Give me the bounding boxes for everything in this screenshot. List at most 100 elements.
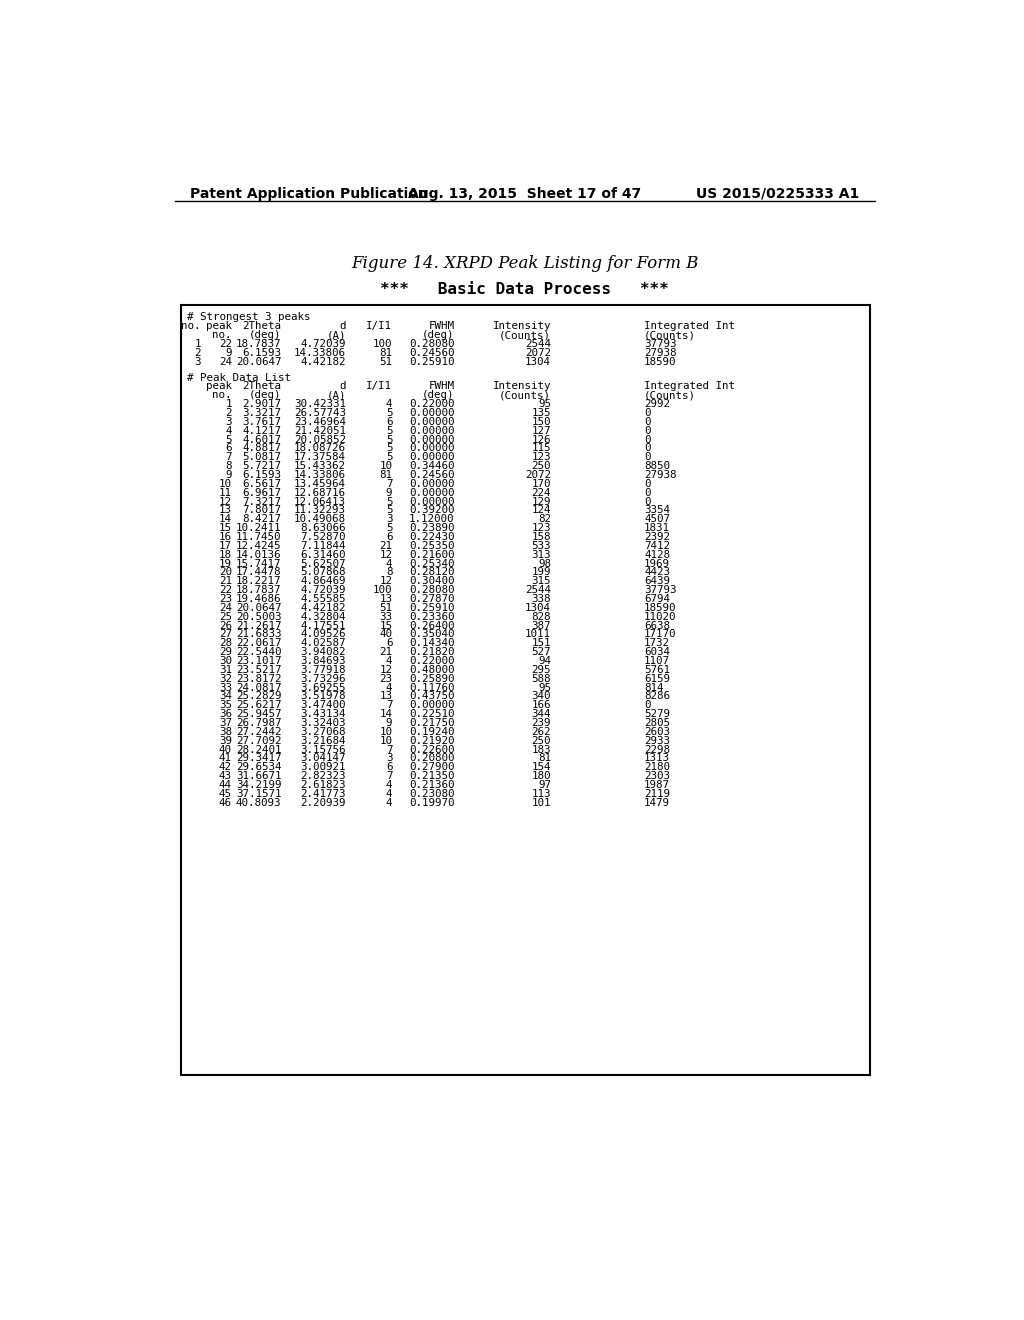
Text: 29.6534: 29.6534 xyxy=(236,762,282,772)
Text: 51: 51 xyxy=(379,603,392,612)
Text: 0.00000: 0.00000 xyxy=(409,496,455,507)
Text: 4.42182: 4.42182 xyxy=(300,356,346,367)
Text: 338: 338 xyxy=(531,594,551,605)
Text: 28.2401: 28.2401 xyxy=(236,744,282,755)
Text: 170: 170 xyxy=(531,479,551,488)
Text: 20.05852: 20.05852 xyxy=(294,434,346,445)
Text: (deg): (deg) xyxy=(249,330,282,341)
Text: 262: 262 xyxy=(531,727,551,737)
Text: 0: 0 xyxy=(644,496,650,507)
Text: 37.1571: 37.1571 xyxy=(236,789,282,799)
Text: 23.5217: 23.5217 xyxy=(236,665,282,675)
Text: 150: 150 xyxy=(531,417,551,426)
Text: 10: 10 xyxy=(219,479,231,488)
Text: 5: 5 xyxy=(386,496,392,507)
Text: 4128: 4128 xyxy=(644,549,670,560)
Text: 13.45964: 13.45964 xyxy=(294,479,346,488)
Text: 3.7617: 3.7617 xyxy=(243,417,282,426)
Text: 9: 9 xyxy=(225,348,231,358)
Text: 4: 4 xyxy=(386,558,392,569)
Text: 135: 135 xyxy=(531,408,551,418)
Text: 5: 5 xyxy=(386,434,392,445)
Text: 4.72039: 4.72039 xyxy=(300,585,346,595)
Text: 3.27068: 3.27068 xyxy=(300,727,346,737)
Text: 7.8017: 7.8017 xyxy=(243,506,282,515)
Text: 2119: 2119 xyxy=(644,789,670,799)
Text: 0.11760: 0.11760 xyxy=(409,682,455,693)
Text: 27.2442: 27.2442 xyxy=(236,727,282,737)
Text: 0.19240: 0.19240 xyxy=(409,727,455,737)
Text: 30.42331: 30.42331 xyxy=(294,399,346,409)
Text: 0: 0 xyxy=(644,426,650,436)
Text: 15.7417: 15.7417 xyxy=(236,558,282,569)
Text: 0.35040: 0.35040 xyxy=(409,630,455,639)
Text: 27.7092: 27.7092 xyxy=(236,735,282,746)
Text: 3.3217: 3.3217 xyxy=(243,408,282,418)
Text: 588: 588 xyxy=(531,673,551,684)
Text: Integrated Int: Integrated Int xyxy=(644,381,735,392)
Text: 11.7450: 11.7450 xyxy=(236,532,282,543)
Text: 8: 8 xyxy=(225,461,231,471)
Text: 20: 20 xyxy=(219,568,231,577)
Text: 0.21820: 0.21820 xyxy=(409,647,455,657)
Text: 17.37584: 17.37584 xyxy=(294,453,346,462)
Text: 814: 814 xyxy=(644,682,664,693)
Text: 81: 81 xyxy=(539,754,551,763)
Text: 1107: 1107 xyxy=(644,656,670,667)
Text: 43: 43 xyxy=(219,771,231,781)
Text: 2805: 2805 xyxy=(644,718,670,727)
Text: 4.02587: 4.02587 xyxy=(300,639,346,648)
Text: 828: 828 xyxy=(531,611,551,622)
Text: 28: 28 xyxy=(219,639,231,648)
Text: 1987: 1987 xyxy=(644,780,670,789)
Text: 239: 239 xyxy=(531,718,551,727)
Text: peak: peak xyxy=(206,321,231,331)
Text: 0.23360: 0.23360 xyxy=(409,611,455,622)
Text: 15.43362: 15.43362 xyxy=(294,461,346,471)
Text: 340: 340 xyxy=(531,692,551,701)
Text: 37793: 37793 xyxy=(644,585,677,595)
Text: (deg): (deg) xyxy=(422,330,455,341)
Text: 10: 10 xyxy=(379,735,392,746)
Text: 2933: 2933 xyxy=(644,735,670,746)
Text: 0.25890: 0.25890 xyxy=(409,673,455,684)
Text: 123: 123 xyxy=(531,453,551,462)
Text: 24: 24 xyxy=(219,356,231,367)
Text: 34.2199: 34.2199 xyxy=(236,780,282,789)
Text: 2Theta: 2Theta xyxy=(243,321,282,331)
Text: 18590: 18590 xyxy=(644,603,677,612)
Text: 3354: 3354 xyxy=(644,506,670,515)
Text: 0.26400: 0.26400 xyxy=(409,620,455,631)
Text: 0.23890: 0.23890 xyxy=(409,523,455,533)
Text: 127: 127 xyxy=(531,426,551,436)
Text: 0.00000: 0.00000 xyxy=(409,487,455,498)
Text: 3.00921: 3.00921 xyxy=(300,762,346,772)
Text: 12: 12 xyxy=(379,577,392,586)
Text: 6.1593: 6.1593 xyxy=(243,470,282,480)
Text: 2.41773: 2.41773 xyxy=(300,789,346,799)
Text: FWHM: FWHM xyxy=(428,381,455,392)
Text: 14.33806: 14.33806 xyxy=(294,348,346,358)
Text: 81: 81 xyxy=(379,348,392,358)
Text: 17: 17 xyxy=(219,541,231,550)
Text: 100: 100 xyxy=(373,585,392,595)
Text: 129: 129 xyxy=(531,496,551,507)
Text: 166: 166 xyxy=(531,700,551,710)
Text: 0.21920: 0.21920 xyxy=(409,735,455,746)
Text: 2180: 2180 xyxy=(644,762,670,772)
Text: 25.2829: 25.2829 xyxy=(236,692,282,701)
Text: 0: 0 xyxy=(644,408,650,418)
Text: 0.22000: 0.22000 xyxy=(409,399,455,409)
Text: 3.15756: 3.15756 xyxy=(300,744,346,755)
Text: 31.6671: 31.6671 xyxy=(236,771,282,781)
Text: 42: 42 xyxy=(219,762,231,772)
Text: 9: 9 xyxy=(386,487,392,498)
Text: Aug. 13, 2015  Sheet 17 of 47: Aug. 13, 2015 Sheet 17 of 47 xyxy=(409,187,641,201)
Text: 344: 344 xyxy=(531,709,551,719)
Text: Intensity: Intensity xyxy=(493,321,551,331)
Text: 11.32293: 11.32293 xyxy=(294,506,346,515)
Text: 0.24560: 0.24560 xyxy=(409,348,455,358)
Text: 14.33806: 14.33806 xyxy=(294,470,346,480)
Text: 35: 35 xyxy=(219,700,231,710)
Text: 4.17551: 4.17551 xyxy=(300,620,346,631)
